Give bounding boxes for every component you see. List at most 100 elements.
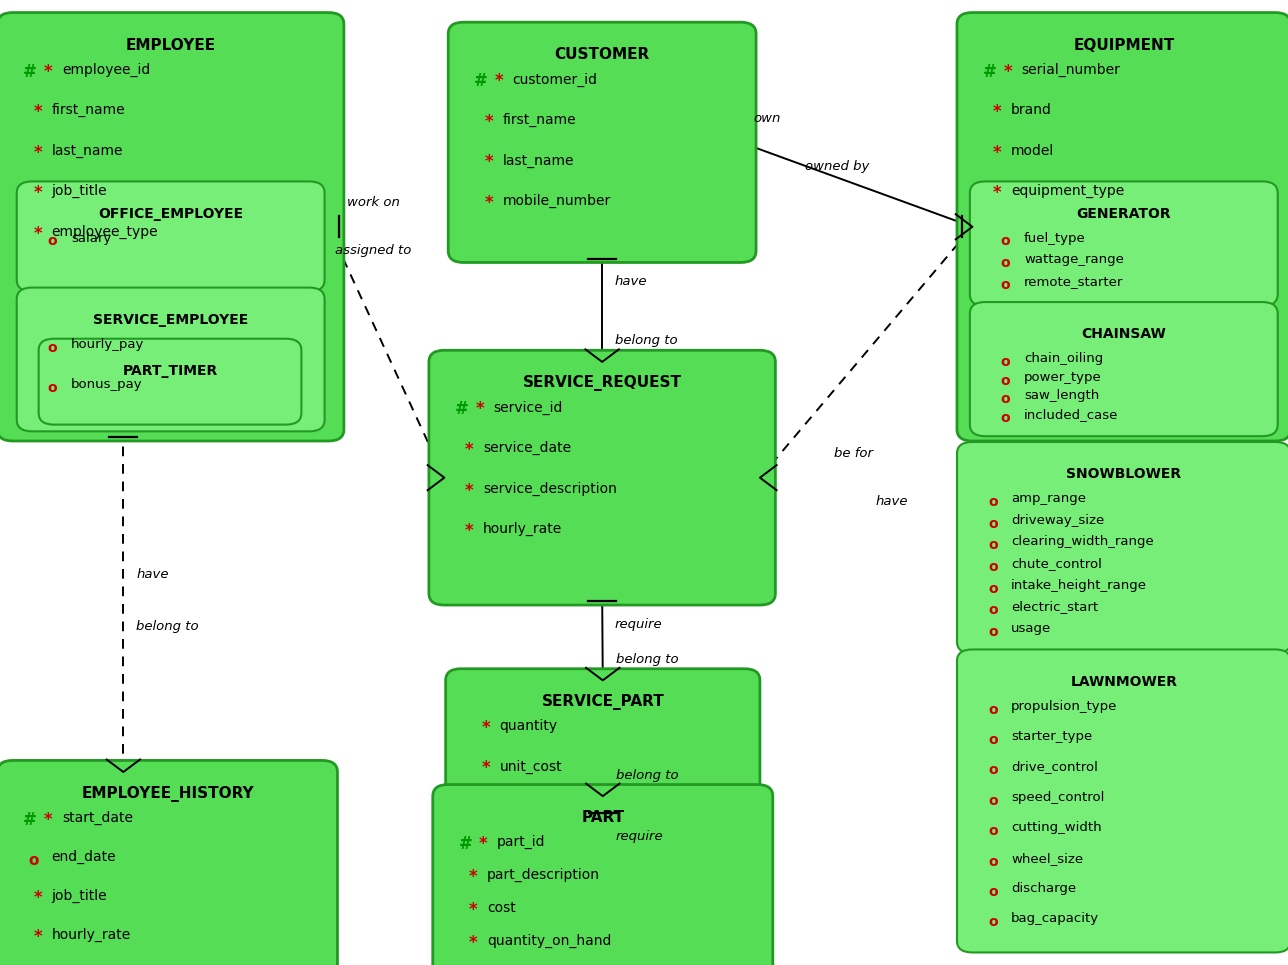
Text: quantity: quantity xyxy=(500,719,558,733)
Text: have: have xyxy=(876,495,908,508)
Text: *: * xyxy=(482,759,491,778)
Text: unit_cost: unit_cost xyxy=(500,759,563,774)
Text: end_date: end_date xyxy=(52,850,116,864)
Text: LAWNMOWER: LAWNMOWER xyxy=(1070,675,1177,689)
Text: o: o xyxy=(988,538,997,552)
Text: o: o xyxy=(988,516,997,531)
Text: brand: brand xyxy=(1011,103,1052,118)
Text: *: * xyxy=(33,928,43,946)
Text: intake_height_range: intake_height_range xyxy=(1011,579,1148,592)
Text: o: o xyxy=(48,234,57,249)
Text: CHAINSAW: CHAINSAW xyxy=(1082,327,1166,342)
Text: require: require xyxy=(616,830,663,842)
Text: belong to: belong to xyxy=(616,335,677,347)
Text: o: o xyxy=(988,582,997,595)
Text: *: * xyxy=(484,113,493,131)
Text: service_id: service_id xyxy=(493,400,563,415)
Text: service_date: service_date xyxy=(483,441,571,455)
Text: be for: be for xyxy=(833,448,873,460)
Text: chain_oiling: chain_oiling xyxy=(1024,352,1104,365)
Text: have: have xyxy=(137,568,169,581)
Text: employee_type: employee_type xyxy=(52,225,158,239)
Text: o: o xyxy=(988,625,997,639)
Text: o: o xyxy=(1001,411,1010,425)
FancyBboxPatch shape xyxy=(970,181,1278,306)
Text: service_description: service_description xyxy=(483,482,617,496)
Text: hourly_rate: hourly_rate xyxy=(483,522,563,537)
Text: #: # xyxy=(474,72,488,91)
Text: belong to: belong to xyxy=(137,620,198,633)
Text: o: o xyxy=(988,793,997,808)
Text: belong to: belong to xyxy=(616,653,679,666)
Text: *: * xyxy=(484,153,493,172)
Text: propulsion_type: propulsion_type xyxy=(1011,700,1118,712)
Text: *: * xyxy=(465,482,474,500)
Text: o: o xyxy=(1001,392,1010,406)
FancyBboxPatch shape xyxy=(17,288,325,431)
Text: OFFICE_EMPLOYEE: OFFICE_EMPLOYEE xyxy=(98,207,243,221)
Text: o: o xyxy=(988,703,997,717)
Text: saw_length: saw_length xyxy=(1024,389,1099,402)
Text: cost: cost xyxy=(487,901,515,915)
Text: require: require xyxy=(616,618,662,630)
Text: #: # xyxy=(459,835,473,853)
Text: included_case: included_case xyxy=(1024,408,1118,421)
Text: SNOWBLOWER: SNOWBLOWER xyxy=(1066,467,1181,482)
Text: *: * xyxy=(33,184,43,203)
Text: o: o xyxy=(48,381,57,396)
Text: hourly_pay: hourly_pay xyxy=(71,338,144,350)
Text: *: * xyxy=(469,901,478,919)
Text: electric_start: electric_start xyxy=(1011,600,1099,614)
Text: job_title: job_title xyxy=(52,889,107,903)
FancyBboxPatch shape xyxy=(957,13,1288,441)
Text: *: * xyxy=(33,103,43,122)
Text: EMPLOYEE_HISTORY: EMPLOYEE_HISTORY xyxy=(81,786,254,802)
FancyBboxPatch shape xyxy=(970,302,1278,436)
Text: hourly_rate: hourly_rate xyxy=(52,928,131,942)
Text: fuel_type: fuel_type xyxy=(1024,232,1086,244)
Text: *: * xyxy=(475,400,484,419)
Text: starter_type: starter_type xyxy=(1011,731,1092,743)
Text: part_id: part_id xyxy=(497,835,546,849)
Text: *: * xyxy=(33,889,43,907)
Text: o: o xyxy=(988,855,997,868)
Text: serial_number: serial_number xyxy=(1021,63,1121,77)
Text: first_name: first_name xyxy=(502,113,576,127)
Text: drive_control: drive_control xyxy=(1011,760,1097,773)
FancyBboxPatch shape xyxy=(446,669,760,817)
Text: *: * xyxy=(469,868,478,886)
Text: have: have xyxy=(616,275,648,288)
Text: #: # xyxy=(455,400,469,419)
Text: o: o xyxy=(1001,355,1010,370)
Text: CUSTOMER: CUSTOMER xyxy=(555,47,649,63)
Text: o: o xyxy=(988,733,997,747)
Text: o: o xyxy=(48,341,57,355)
Text: EQUIPMENT: EQUIPMENT xyxy=(1073,38,1175,53)
Text: *: * xyxy=(484,194,493,212)
FancyBboxPatch shape xyxy=(39,339,301,425)
Text: *: * xyxy=(479,835,488,853)
Text: quantity_on_hand: quantity_on_hand xyxy=(487,934,612,948)
Text: o: o xyxy=(1001,256,1010,270)
Text: model: model xyxy=(1011,144,1055,158)
Text: usage: usage xyxy=(1011,622,1051,635)
Text: GENERATOR: GENERATOR xyxy=(1077,207,1171,221)
Text: *: * xyxy=(993,103,1002,122)
Text: wattage_range: wattage_range xyxy=(1024,253,1124,266)
FancyBboxPatch shape xyxy=(448,22,756,262)
Text: work on: work on xyxy=(346,197,401,209)
Text: own: own xyxy=(753,112,781,125)
Text: power_type: power_type xyxy=(1024,371,1101,384)
FancyBboxPatch shape xyxy=(17,181,325,291)
Text: salary: salary xyxy=(71,232,111,244)
Text: clearing_width_range: clearing_width_range xyxy=(1011,536,1154,548)
Text: owned by: owned by xyxy=(805,159,869,173)
Text: discharge: discharge xyxy=(1011,882,1077,895)
Text: o: o xyxy=(988,824,997,839)
Text: equipment_type: equipment_type xyxy=(1011,184,1124,199)
Text: SERVICE_EMPLOYEE: SERVICE_EMPLOYEE xyxy=(93,313,249,327)
Text: #: # xyxy=(983,63,997,81)
Text: *: * xyxy=(993,144,1002,162)
Text: *: * xyxy=(469,934,478,951)
Text: start_date: start_date xyxy=(62,811,133,825)
